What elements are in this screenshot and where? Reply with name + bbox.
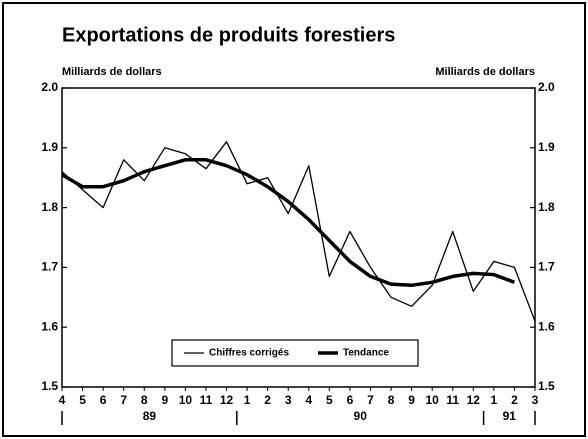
y2-tick-label: 1.5 <box>538 379 555 393</box>
x-tick-label: 5 <box>79 393 86 407</box>
y-tick-label: 1.8 <box>41 200 58 214</box>
x-tick-label: 9 <box>161 393 168 407</box>
legend-box <box>171 339 419 367</box>
x-tick-label: 2 <box>511 393 518 407</box>
y2-tick-label: 1.6 <box>538 319 555 333</box>
x-tick-label: 7 <box>367 393 374 407</box>
y2-tick-label: 1.9 <box>538 140 555 154</box>
x-tick-label: 11 <box>200 393 213 407</box>
y-axis-label: Milliards de dollars <box>62 66 162 78</box>
x-tick-label: 2 <box>264 393 271 407</box>
x-tick-label: 12 <box>220 393 234 407</box>
x-tick-label: 8 <box>141 393 148 407</box>
series-line <box>61 141 536 322</box>
x-tick-label: 3 <box>285 393 292 407</box>
x-tick-label: 4 <box>59 393 66 407</box>
x-tick-label: 5 <box>326 393 333 407</box>
legend-label: Tendance <box>343 348 389 359</box>
y-tick-label: 1.9 <box>41 140 58 154</box>
year-label: 89 <box>143 409 157 423</box>
y2-tick-label: 2.0 <box>538 80 555 94</box>
x-tick-label: 8 <box>388 393 395 407</box>
year-label: 91 <box>503 409 517 423</box>
x-tick-label: 4 <box>305 393 312 407</box>
x-tick-label: 1 <box>244 393 251 407</box>
legend-label: Chiffres corrigés <box>209 348 289 359</box>
series-line <box>61 158 516 288</box>
y-tick-label: 1.5 <box>41 379 58 393</box>
y2-tick-label: 1.7 <box>538 260 555 274</box>
y2-axis-label: Milliards de dollars <box>435 66 535 78</box>
x-tick-label: 10 <box>179 393 193 407</box>
x-tick-label: 12 <box>467 393 481 407</box>
x-tick-label: 11 <box>446 393 459 407</box>
y2-tick-label: 1.8 <box>538 200 555 214</box>
x-tick-label: 6 <box>100 393 107 407</box>
x-tick-label: 1 <box>491 393 498 407</box>
year-label: 90 <box>354 409 368 423</box>
x-tick-label: 10 <box>425 393 439 407</box>
y-tick-label: 1.7 <box>41 260 58 274</box>
x-tick-label: 3 <box>532 393 539 407</box>
plot-area <box>61 87 536 388</box>
y-tick-label: 2.0 <box>41 80 58 94</box>
x-tick-label: 9 <box>408 393 415 407</box>
x-tick-label: 7 <box>120 393 127 407</box>
y-tick-label: 1.6 <box>41 319 58 333</box>
chart-title: Exportations de produits forestiers <box>62 24 395 46</box>
x-tick-label: 6 <box>347 393 354 407</box>
